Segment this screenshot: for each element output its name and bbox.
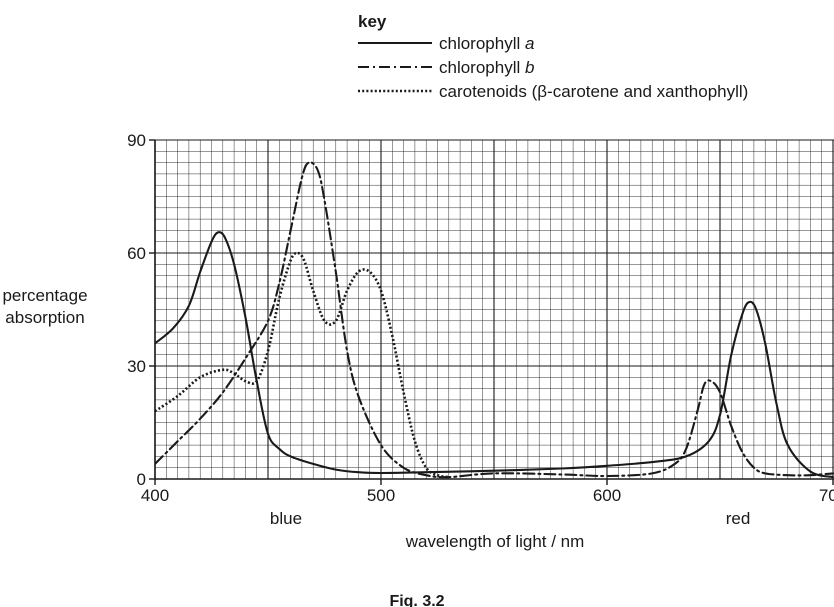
series-line-0	[155, 231, 834, 479]
region-label-red: red	[726, 509, 751, 528]
x-tick-label: 500	[367, 486, 395, 505]
figure-caption: Fig. 3.2	[389, 593, 444, 607]
y-axis-label-line: percentage	[2, 286, 87, 305]
axis-labels: wavelength of light / nm Fig. 3.2 blue re…	[2, 286, 750, 607]
y-tick-label: 30	[127, 357, 146, 376]
x-tick-label: 600	[593, 486, 621, 505]
series-line-1	[155, 161, 834, 479]
y-tick-label: 90	[127, 131, 146, 150]
key-title: key	[358, 12, 387, 31]
axes: 0 30 60 90 400 500 600 700	[127, 131, 834, 505]
y-axis-label-line: absorption	[5, 308, 84, 327]
legend-label-0: chlorophyll a	[439, 34, 534, 53]
legend-label-1: chlorophyll b	[439, 58, 534, 77]
key-legend: key chlorophyll a chlorophyll b carotenoid…	[358, 12, 748, 101]
x-axis-label: wavelength of light / nm	[405, 532, 585, 551]
x-tick-label: 700	[819, 486, 834, 505]
y-tick-label: 0	[137, 470, 146, 489]
x-tick-label: 400	[141, 486, 169, 505]
series-line-2	[155, 251, 450, 479]
legend-label-2: carotenoids (β-carotene and xanthophyll)	[439, 82, 748, 101]
series-lines	[155, 161, 834, 479]
region-label-blue: blue	[270, 509, 302, 528]
y-tick-label: 60	[127, 244, 146, 263]
